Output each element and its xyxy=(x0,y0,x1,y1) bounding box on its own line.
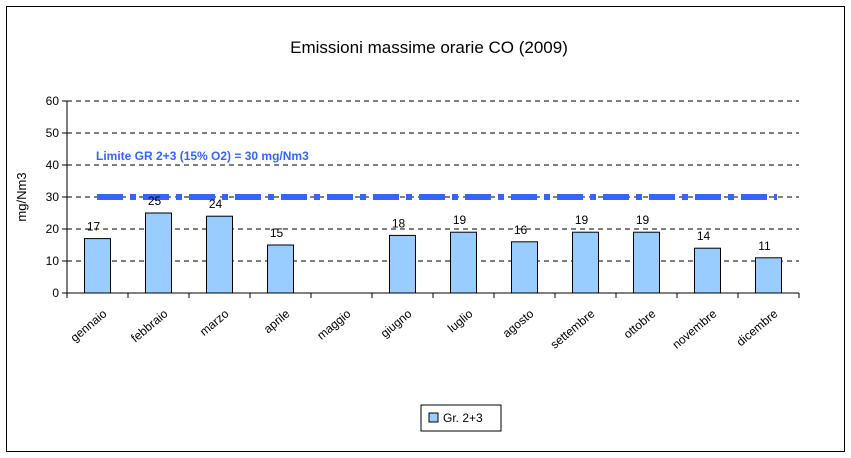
data-label: 14 xyxy=(697,229,711,243)
data-label: 17 xyxy=(87,220,101,234)
x-label-layer: gennaio febbraio marzo aprile maggio giugno lu… xyxy=(66,293,800,352)
x-category-label: febbraio xyxy=(128,306,170,345)
bar xyxy=(633,231,660,294)
grid-layer xyxy=(67,100,799,262)
x-category-label: dicembre xyxy=(734,306,781,349)
legend-label: Gr. 2+3 xyxy=(443,411,483,425)
reference-line-label: Limite GR 2+3 (15% O2) = 30 mg/Nm3 xyxy=(96,149,309,163)
x-category-label: gennaio xyxy=(68,306,110,344)
bar xyxy=(206,215,233,294)
data-label: 11 xyxy=(758,239,771,253)
bar xyxy=(267,244,294,294)
data-label: 15 xyxy=(270,226,284,240)
data-label: 24 xyxy=(209,197,223,211)
y-tick-label: 20 xyxy=(46,222,60,236)
bar xyxy=(694,247,721,294)
bar xyxy=(389,234,416,294)
x-category-label: novembre xyxy=(670,306,720,351)
data-label: 25 xyxy=(148,194,162,208)
legend: Gr. 2+3 xyxy=(420,404,502,432)
y-tick-label: 10 xyxy=(46,254,60,268)
x-category-label: settembre xyxy=(548,306,598,351)
data-label: 19 xyxy=(453,213,467,227)
x-category-label: giugno xyxy=(378,306,415,340)
data-label-layer: 17 25 24 15 18 19 16 19 19 14 11 xyxy=(87,194,771,253)
bar xyxy=(450,231,477,294)
y-tick-label: 40 xyxy=(46,158,60,172)
y-tick-layer: 0 10 20 30 40 50 60 xyxy=(46,94,67,300)
x-category-label: marzo xyxy=(197,306,232,338)
chart-title: Emissioni massime orarie CO (2009) xyxy=(290,38,568,57)
data-label: 18 xyxy=(392,216,406,230)
y-tick-label: 60 xyxy=(46,94,60,108)
bar xyxy=(572,231,599,294)
y-tick-label: 50 xyxy=(46,126,60,140)
bar xyxy=(511,241,538,294)
bars-layer xyxy=(84,212,782,294)
x-category-label: ottobre xyxy=(621,306,659,341)
y-axis-title: mg/Nm3 xyxy=(14,172,29,221)
x-category-label: agosto xyxy=(500,306,537,340)
data-label: 19 xyxy=(575,213,589,227)
y-tick-label: 0 xyxy=(52,286,59,300)
chart-svg: Emissioni massime orarie CO (2009) Limit… xyxy=(14,38,800,432)
bar xyxy=(755,257,782,294)
data-label: 16 xyxy=(514,223,528,237)
bar xyxy=(84,238,111,294)
chart-frame: Emissioni massime orarie CO (2009) Limit… xyxy=(6,6,845,452)
x-category-label: maggio xyxy=(314,306,353,342)
bar xyxy=(145,212,172,294)
y-tick-label: 30 xyxy=(46,190,60,204)
data-label: 19 xyxy=(636,213,650,227)
legend-swatch xyxy=(428,412,439,423)
x-category-label: luglio xyxy=(445,306,476,335)
x-category-label: aprile xyxy=(261,306,293,336)
